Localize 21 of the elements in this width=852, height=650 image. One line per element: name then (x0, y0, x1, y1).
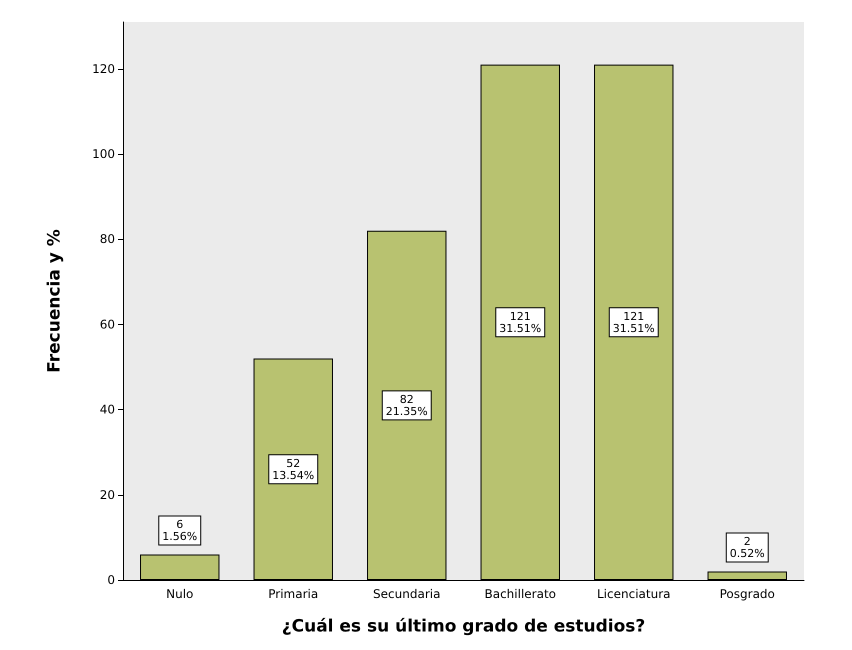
y-tick-label: 0 (107, 573, 115, 587)
data-label: 52 13.54% (272, 456, 314, 482)
x-tick-label: Licenciatura (597, 587, 670, 601)
x-tick-label: Secundaria (373, 587, 440, 601)
data-label: 121 31.51% (612, 310, 655, 335)
data-label: 6 1.56% (162, 518, 198, 543)
y-tick-label: 80 (100, 232, 115, 246)
x-tick-label: Bachillerato (484, 587, 556, 601)
x-tick-label: Primaria (268, 587, 318, 601)
y-tick-label: 100 (92, 147, 115, 162)
data-label: 121 31.51% (499, 310, 542, 335)
y-tick-label: 120 (92, 62, 115, 76)
y-tick-label: 20 (100, 488, 115, 502)
y-tick-label: 40 (100, 402, 115, 417)
x-tick-label: Posgrado (720, 587, 775, 601)
data-label: 2 0.52% (730, 534, 765, 560)
data-label: 82 21.35% (386, 392, 428, 418)
y-axis-title: Frecuencia y % (44, 229, 64, 373)
x-tick-label: Nulo (166, 587, 194, 601)
y-tick-label: 60 (100, 317, 115, 332)
x-axis-title: ¿Cuál es su último grado de estudios? (282, 616, 646, 636)
